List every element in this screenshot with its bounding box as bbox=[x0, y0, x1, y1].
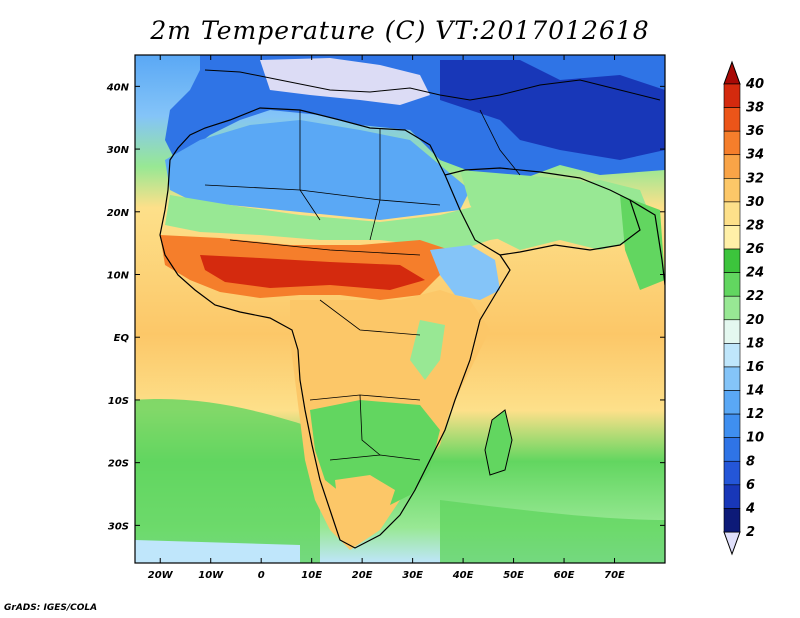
colorbar-swatch bbox=[723, 413, 741, 438]
colorbar-label: 8 bbox=[746, 454, 755, 469]
lon-tick-label: 40E bbox=[452, 570, 474, 581]
colorbar-label: 2 bbox=[746, 525, 755, 540]
colorbar-label: 22 bbox=[746, 289, 764, 304]
south-indian-cool-band bbox=[440, 500, 665, 563]
lon-tick-label: 0 bbox=[258, 570, 265, 581]
colorbar-label: 24 bbox=[746, 266, 764, 281]
colorbar-swatch bbox=[723, 83, 741, 108]
colorbar-swatch bbox=[723, 201, 741, 226]
far-south-cool-band bbox=[135, 540, 300, 563]
lon-tick-label: 20E bbox=[352, 570, 373, 581]
border-line bbox=[319, 299, 421, 336]
lon-tick-label: 10E bbox=[301, 570, 322, 581]
latitude-axis: 40N 30N 20N 10N EQ 10S 20S 30S bbox=[106, 82, 665, 532]
map-plot-area bbox=[135, 55, 665, 563]
border-line bbox=[299, 110, 321, 221]
colorbar-swatch bbox=[723, 366, 741, 391]
colorbar-swatch bbox=[723, 248, 741, 273]
border-line bbox=[479, 109, 521, 176]
colorbar-low-arrow bbox=[723, 531, 741, 556]
colorbar-swatch bbox=[723, 508, 741, 533]
colorbar-label: 18 bbox=[746, 336, 764, 351]
border-line bbox=[359, 394, 381, 456]
colorbar-swatch bbox=[723, 390, 741, 415]
colorbar-label: 40 bbox=[745, 77, 764, 92]
lat-tick-label: 10S bbox=[108, 396, 129, 407]
colorbar-label: 28 bbox=[746, 218, 764, 233]
colorbar-label: 30 bbox=[746, 195, 764, 210]
colorbar-label: 38 bbox=[746, 101, 764, 116]
lon-tick-label: 30E bbox=[402, 570, 423, 581]
india-coastline bbox=[629, 199, 665, 286]
lon-tick-label: 50E bbox=[503, 570, 524, 581]
sahara-cool-region bbox=[165, 120, 470, 220]
lat-tick-label: 20N bbox=[107, 208, 130, 219]
colorbar-swatch bbox=[723, 225, 741, 250]
colorbar-swatch bbox=[723, 107, 741, 132]
iran-cold-core bbox=[440, 60, 665, 160]
madagascar bbox=[484, 409, 513, 476]
colorbar-label: 36 bbox=[746, 124, 764, 139]
mediterranean-outside-domain bbox=[260, 58, 430, 105]
africa-coastline bbox=[159, 107, 511, 549]
india-green bbox=[620, 195, 665, 290]
credit-text: GrADS: IGES/COLA bbox=[4, 603, 98, 613]
lat-tick-label: 30S bbox=[108, 521, 129, 532]
colorbar-label: 26 bbox=[746, 242, 764, 257]
colorbar-swatch bbox=[723, 295, 741, 321]
arabia-mild bbox=[460, 170, 640, 250]
colorbar-label: 4 bbox=[745, 501, 755, 516]
lon-tick-label: 60E bbox=[554, 570, 575, 581]
lon-tick-label: 10W bbox=[198, 570, 224, 581]
lat-tick-label: 20S bbox=[108, 459, 129, 470]
colorbar-label: 10 bbox=[746, 431, 764, 446]
colorbar-swatch bbox=[723, 343, 741, 368]
south-atlantic-cool-band bbox=[135, 399, 320, 563]
border-line bbox=[229, 239, 421, 256]
lat-tick-label: EQ bbox=[114, 333, 130, 344]
colorbar-swatch bbox=[723, 130, 741, 156]
map-frame bbox=[134, 54, 666, 564]
longitude-axis: 20W 10W 0 10E 20E 30E 40E 50E 60E 70E bbox=[148, 55, 625, 581]
lat-tick-label: 30N bbox=[107, 145, 130, 156]
border-line bbox=[204, 184, 441, 206]
colorbar-swatch bbox=[723, 460, 741, 486]
colorbar-swatch bbox=[723, 272, 741, 297]
lon-tick-label: 70E bbox=[604, 570, 625, 581]
ethiopia-highlands-cool bbox=[430, 245, 500, 300]
colorbar-high-arrow bbox=[723, 60, 741, 85]
lat-tick-label: 40N bbox=[106, 82, 130, 93]
lon-tick-label: 20W bbox=[148, 570, 174, 581]
northern-coastline bbox=[204, 69, 661, 101]
colorbar-label: 20 bbox=[746, 313, 764, 328]
colorbar-swatch bbox=[723, 154, 741, 179]
lat-tick-label: 10N bbox=[107, 271, 130, 282]
colorbar-swatch bbox=[723, 319, 741, 344]
west-africa-hottest-core bbox=[200, 255, 425, 290]
map-title: 2m Temperature (C) VT:2017012618 bbox=[150, 16, 650, 45]
colorbar-swatch bbox=[723, 484, 741, 509]
colorbar-swatch bbox=[723, 437, 741, 462]
colorbar-label: 12 bbox=[746, 407, 764, 422]
colorbar-swatch bbox=[723, 178, 741, 203]
colorbar-label: 34 bbox=[746, 148, 764, 163]
kalahari-warm bbox=[335, 475, 395, 540]
colorbar-label: 32 bbox=[746, 171, 764, 186]
colorbar-label: 14 bbox=[746, 384, 764, 399]
border-line bbox=[369, 128, 381, 241]
colorbar-label: 6 bbox=[746, 478, 755, 493]
colorbar-label: 16 bbox=[746, 360, 764, 375]
